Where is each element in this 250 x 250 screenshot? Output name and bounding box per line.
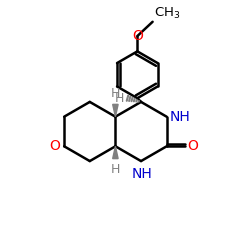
Text: O: O (49, 139, 60, 153)
Text: O: O (132, 29, 143, 43)
Polygon shape (113, 104, 118, 117)
Text: H: H (111, 163, 120, 176)
Text: NH: NH (132, 167, 153, 181)
Text: NH: NH (170, 110, 190, 124)
Text: CH$_3$: CH$_3$ (154, 6, 180, 20)
Text: H: H (115, 92, 124, 105)
Text: O: O (187, 139, 198, 153)
Polygon shape (113, 146, 118, 158)
Text: H: H (111, 87, 120, 100)
